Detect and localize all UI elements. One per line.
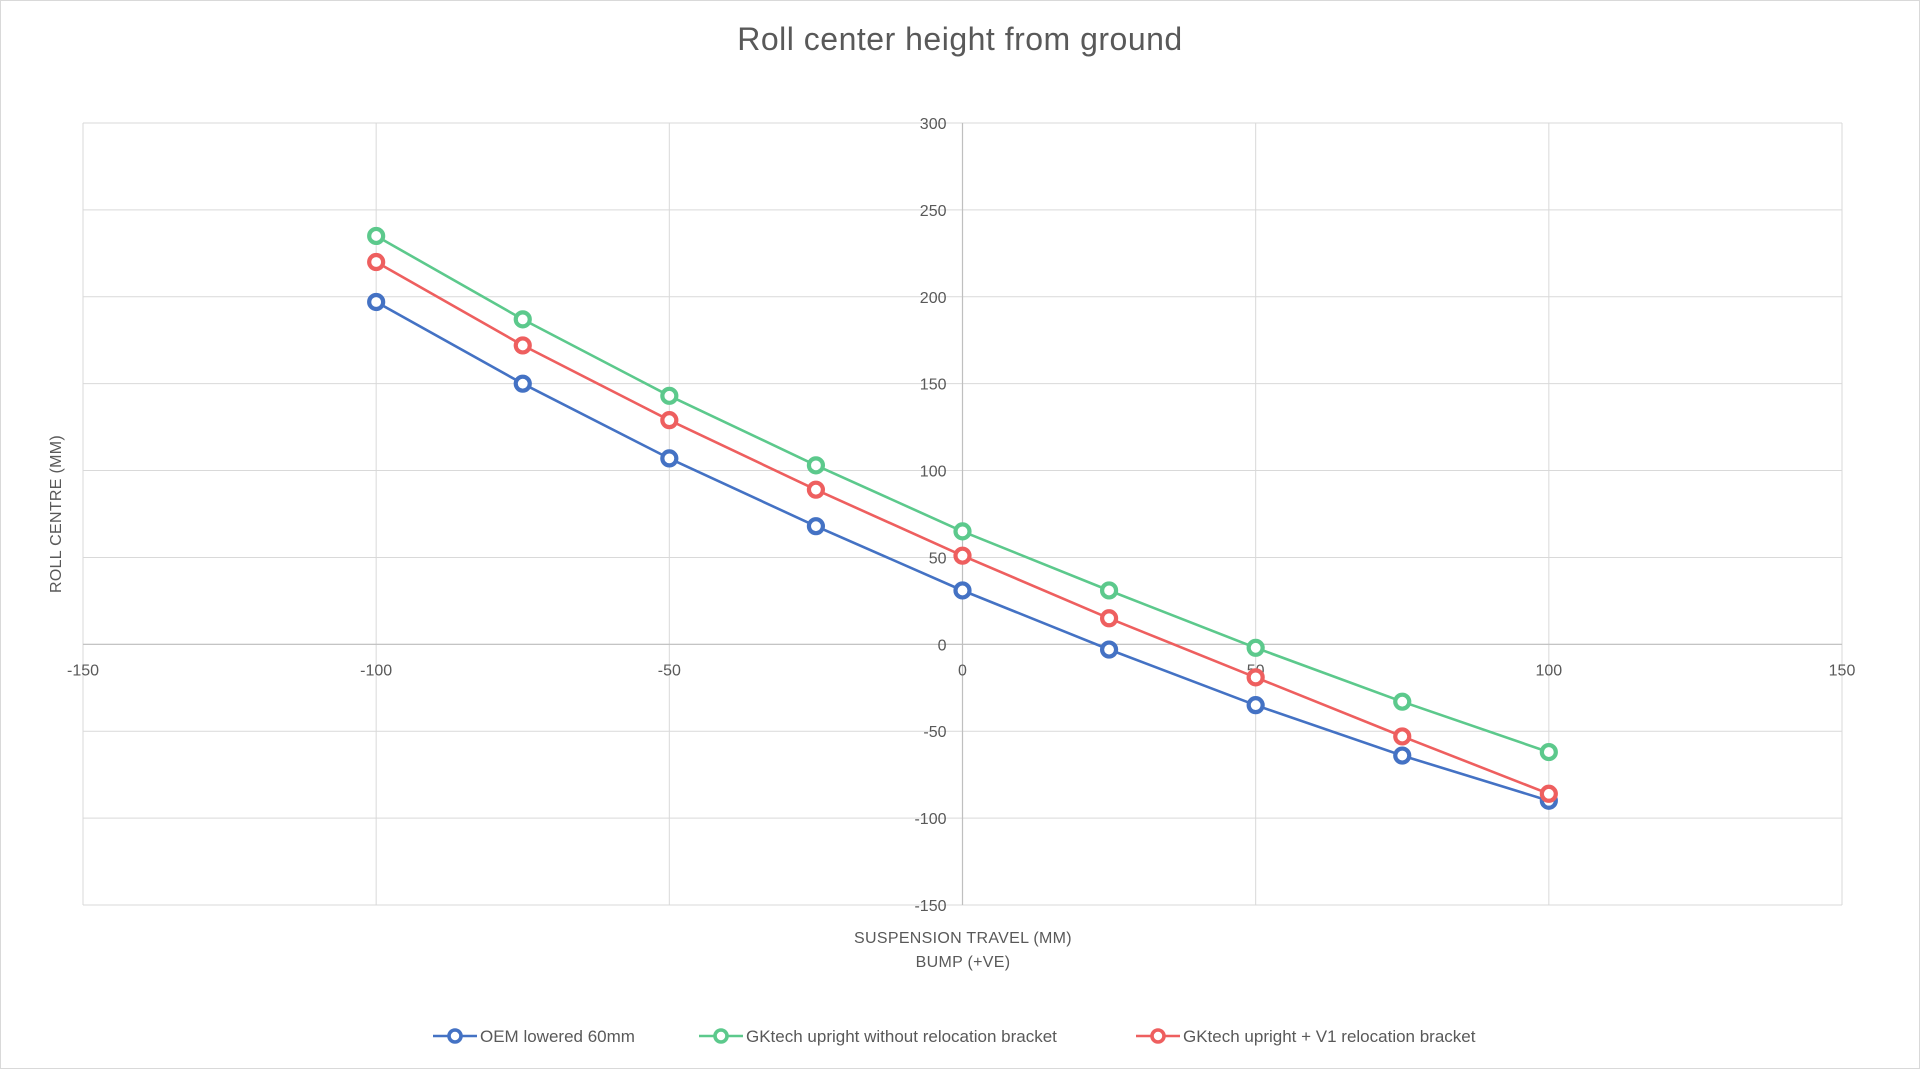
series-2 [367,226,1558,762]
x-tick-label: 150 [1829,662,1856,679]
y-tick-label: -50 [923,724,946,741]
data-point [1246,668,1265,687]
data-point [660,449,679,468]
data-point [1539,742,1558,762]
y-axis-title: ROLL CENTRE (MM) [48,435,65,593]
data-point [806,480,826,499]
data-point [1099,640,1119,659]
data-point [953,581,972,600]
x-axis-subtitle: BUMP (+VE) [916,954,1011,971]
data-point [513,310,532,329]
data-point [1393,692,1412,711]
data-point [1246,638,1265,657]
data-point [513,336,532,355]
data-point [806,517,826,536]
legend-item-2: GKtech upright without relocation bracke… [699,1027,1057,1046]
legend-marker [713,1028,729,1044]
y-tick-label: 150 [920,377,947,394]
legend-item-3: GKtech upright + V1 relocation bracket [1136,1027,1476,1046]
data-point [1393,746,1412,765]
chart-title: Roll center height from ground [737,21,1182,57]
y-tick-label: 50 [929,550,947,567]
data-point [660,386,679,405]
y-tick-label: 100 [920,464,947,481]
y-tick-label: 0 [938,637,947,654]
x-tick-label: -100 [360,662,392,679]
x-tick-label: 100 [1535,662,1562,679]
data-point [953,546,972,565]
data-point [367,292,386,312]
data-point [1099,609,1119,628]
tick-labels: -150 -100 -50 0 50 100 150 200 250 300 -150 -100 -50… [67,116,1855,915]
data-point [367,226,386,246]
y-tick-label: 300 [920,116,947,133]
data-point [1246,696,1265,715]
x-axis-title: SUSPENSION TRAVEL (MM) [854,930,1072,947]
data-point [806,456,826,475]
axes [83,123,1842,905]
y-tick-label: -100 [914,811,946,828]
data-point [513,374,532,393]
legend-marker [447,1028,463,1044]
x-tick-label: -150 [67,662,99,679]
data-point [1393,727,1412,746]
series-3 [367,252,1558,803]
legend-label: GKtech upright + V1 relocation bracket [1183,1027,1476,1046]
data-point [367,252,386,272]
y-tick-label: 200 [920,290,947,307]
legend-item-1: OEM lowered 60mm [433,1027,635,1046]
data-point [1099,581,1119,600]
y-tick-label: 250 [920,203,947,220]
legend-marker [1150,1028,1166,1044]
data-point [953,522,972,541]
legend-label: OEM lowered 60mm [480,1027,635,1046]
data-point [660,411,679,430]
legend-label: GKtech upright without relocation bracke… [746,1027,1057,1046]
x-tick-label: -50 [658,662,681,679]
x-tick-label: 0 [958,662,967,679]
data-series [367,226,1558,810]
data-point [1539,784,1558,803]
legend: OEM lowered 60mm GKtech upright without r… [433,1027,1476,1046]
y-tick-label: -150 [914,898,946,915]
